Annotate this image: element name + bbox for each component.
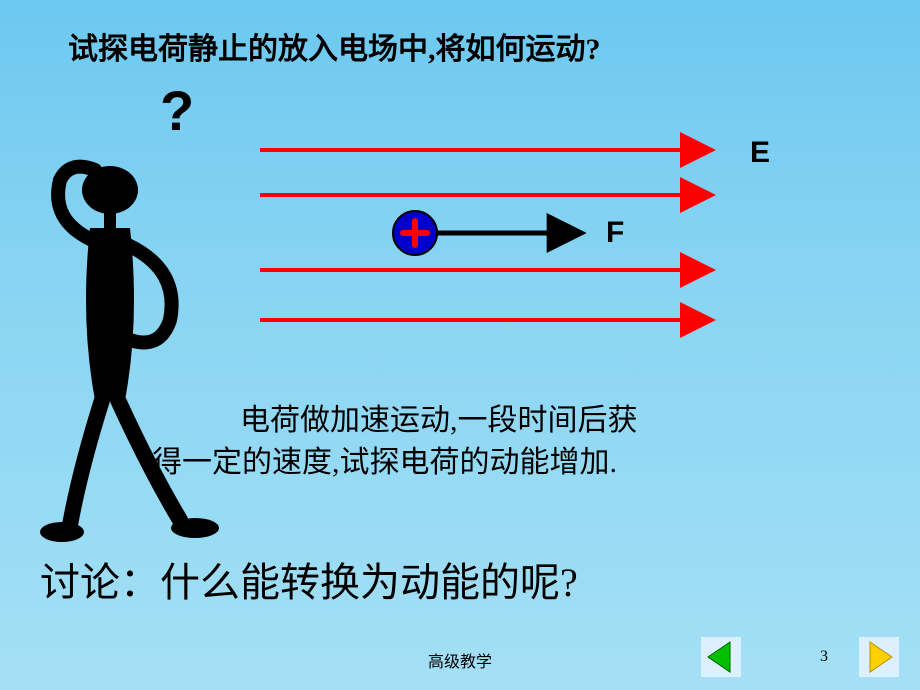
E-label: E <box>750 136 770 170</box>
prev-button[interactable] <box>700 636 742 678</box>
footer-text: 高级教学 <box>0 648 920 672</box>
answer-line-1: 电荷做加速运动,一段时间后获 <box>240 400 638 442</box>
field-diagram: E F <box>250 130 770 350</box>
next-button[interactable] <box>858 636 900 678</box>
F-label: F <box>606 216 624 250</box>
page-number: 3 <box>820 648 828 666</box>
page-title: 试探电荷静止的放入电场中,将如何运动? <box>68 24 601 68</box>
answer-line-2: 得一定的速度,试探电荷的动能增加. <box>152 442 617 484</box>
svg-text:?: ? <box>160 79 194 142</box>
discussion-question: 讨论：什么能转换为动能的呢? <box>40 550 578 608</box>
